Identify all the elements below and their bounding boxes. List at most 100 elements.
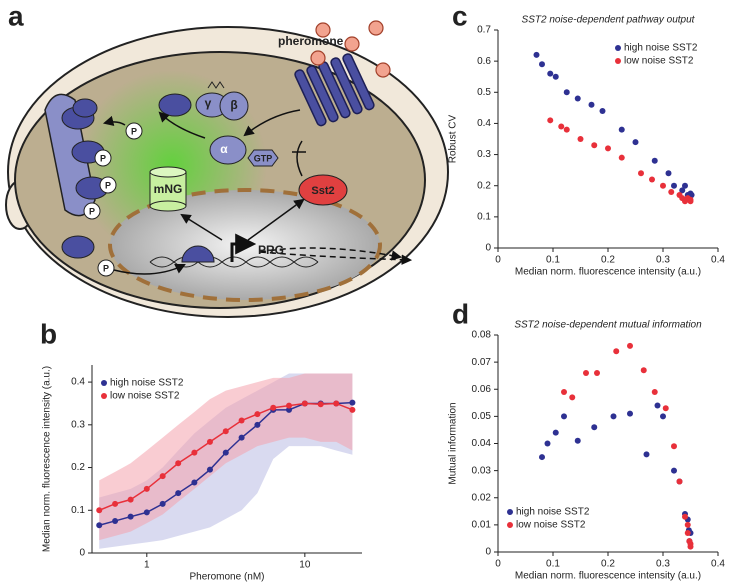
legend-label: low noise SST2 xyxy=(624,56,694,67)
legend-marker xyxy=(507,509,513,515)
data-point xyxy=(96,522,103,529)
data-point xyxy=(127,496,134,503)
y-tick-label: 0.08 xyxy=(472,330,492,341)
data-point xyxy=(191,479,198,486)
data-point xyxy=(679,187,686,194)
data-point xyxy=(649,176,655,183)
x-axis-label: Median norm. fluorescence intensity (a.u… xyxy=(515,571,701,582)
panel-label: d xyxy=(452,298,469,329)
data-point xyxy=(547,117,554,124)
y-tick-label: 0.4 xyxy=(71,377,85,388)
data-point xyxy=(238,417,245,424)
x-tick-label: 0.3 xyxy=(656,559,670,570)
data-point xyxy=(547,70,554,77)
legend-marker xyxy=(101,380,107,386)
data-point xyxy=(333,400,340,407)
y-tick-label: 0.04 xyxy=(472,438,492,449)
diagram-label: γ xyxy=(205,96,212,110)
x-tick-label: 0.2 xyxy=(601,255,615,266)
phospho-label: P xyxy=(105,180,111,190)
data-point xyxy=(96,507,103,514)
data-point xyxy=(127,513,134,520)
data-point xyxy=(349,406,356,413)
legend-label: low noise SST2 xyxy=(110,391,180,402)
diagram-label: mNG xyxy=(154,182,183,196)
data-point xyxy=(561,413,567,420)
data-point xyxy=(643,451,650,458)
y-axis-label: Robust CV xyxy=(448,114,459,163)
data-point xyxy=(254,421,261,428)
data-point xyxy=(206,466,213,473)
legend-marker xyxy=(615,58,621,64)
legend-marker xyxy=(615,45,621,51)
phospho-label: P xyxy=(89,206,95,216)
data-point xyxy=(671,467,677,474)
y-tick-label: 0 xyxy=(79,548,85,559)
data-point xyxy=(682,182,688,189)
data-point xyxy=(112,500,119,507)
phospho-label: P xyxy=(131,126,137,136)
chart-title: SST2 noise-dependent mutual information xyxy=(514,320,702,331)
data-point xyxy=(563,89,570,96)
data-point xyxy=(222,449,229,456)
data-point xyxy=(552,73,559,80)
x-tick-label: 0.3 xyxy=(656,255,670,266)
y-tick-label: 0.5 xyxy=(477,87,491,98)
data-point xyxy=(640,367,647,374)
data-point xyxy=(558,123,565,130)
data-point xyxy=(591,424,598,431)
data-point xyxy=(687,196,694,203)
cell-diagram xyxy=(5,20,449,318)
data-point xyxy=(591,142,598,149)
data-point xyxy=(676,478,683,485)
data-point xyxy=(682,513,688,520)
y-tick-label: 0.02 xyxy=(472,492,492,503)
data-point xyxy=(143,509,150,516)
data-point xyxy=(610,413,617,420)
data-point xyxy=(270,404,277,411)
panel-label: a xyxy=(8,0,24,31)
x-axis-label: Median norm. fluorescence intensity (a.u… xyxy=(515,267,701,278)
data-point xyxy=(662,405,669,412)
data-point xyxy=(175,490,182,497)
phospho-label: P xyxy=(100,153,106,163)
data-point xyxy=(588,101,595,108)
data-point xyxy=(651,157,658,164)
data-point xyxy=(317,401,324,408)
y-tick-label: 0.01 xyxy=(472,520,492,531)
x-tick-label: 0.1 xyxy=(546,255,560,266)
y-tick-label: 0.3 xyxy=(477,149,491,160)
data-point xyxy=(569,394,576,401)
data-point xyxy=(349,399,356,406)
chart-title: SST2 noise-dependent pathway output xyxy=(522,15,696,26)
data-point xyxy=(583,369,589,376)
data-point xyxy=(668,188,675,195)
legend-label: high noise SST2 xyxy=(110,378,184,389)
data-point xyxy=(687,543,694,550)
data-point xyxy=(627,342,633,349)
diagram-label: pheromone xyxy=(278,34,344,48)
data-point xyxy=(651,388,658,395)
x-tick-label: 0.1 xyxy=(546,559,560,570)
data-point xyxy=(671,182,677,189)
data-point xyxy=(684,521,691,528)
data-point xyxy=(654,402,661,409)
y-tick-label: 0.1 xyxy=(477,211,491,222)
data-point xyxy=(665,170,672,177)
y-tick-label: 0.05 xyxy=(472,411,492,422)
legend-label: high noise SST2 xyxy=(516,507,590,518)
diagram-label: PRG xyxy=(258,243,284,257)
data-point xyxy=(684,530,691,537)
legend-label: low noise SST2 xyxy=(516,520,586,531)
data-point xyxy=(206,438,213,445)
x-axis-label: Pheromone (nM) xyxy=(189,572,264,582)
data-point xyxy=(613,348,620,355)
data-point xyxy=(627,410,633,417)
y-tick-label: 0 xyxy=(485,547,491,558)
data-point xyxy=(533,51,540,58)
data-point xyxy=(660,413,666,420)
x-tick-label: 0.2 xyxy=(601,559,615,570)
data-point xyxy=(618,126,625,133)
